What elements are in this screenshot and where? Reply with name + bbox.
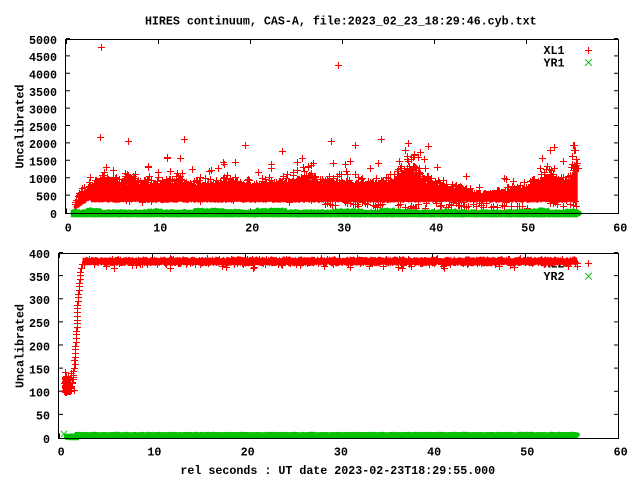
- svg-text:30: 30: [337, 222, 351, 236]
- svg-text:Uncalibrated: Uncalibrated: [14, 85, 28, 169]
- svg-text:350: 350: [29, 271, 50, 285]
- svg-text:60: 60: [614, 445, 628, 459]
- svg-text:0: 0: [50, 208, 57, 222]
- svg-text:60: 60: [613, 222, 627, 236]
- svg-text:5000: 5000: [29, 34, 57, 48]
- svg-text:1500: 1500: [29, 156, 57, 170]
- svg-text:4000: 4000: [29, 69, 57, 83]
- svg-text:3500: 3500: [29, 86, 57, 100]
- svg-text:50: 50: [520, 445, 534, 459]
- svg-text:0: 0: [58, 445, 65, 459]
- svg-text:YR2: YR2: [544, 270, 565, 284]
- svg-text:XL1: XL1: [544, 44, 565, 58]
- svg-text:2500: 2500: [29, 121, 57, 135]
- svg-text:0: 0: [43, 433, 50, 447]
- svg-text:500: 500: [36, 190, 57, 204]
- svg-text:30: 30: [334, 445, 348, 459]
- svg-text:100: 100: [29, 387, 50, 401]
- svg-text:Uncalibrated: Uncalibrated: [14, 304, 28, 388]
- svg-text:20: 20: [245, 222, 259, 236]
- svg-text:300: 300: [29, 294, 50, 308]
- svg-text:200: 200: [29, 340, 50, 354]
- svg-text:50: 50: [521, 222, 535, 236]
- svg-text:400: 400: [29, 248, 50, 262]
- svg-text:0: 0: [65, 222, 72, 236]
- svg-text:4500: 4500: [29, 51, 57, 65]
- svg-text:250: 250: [29, 317, 50, 331]
- svg-text:20: 20: [241, 445, 255, 459]
- svg-text:40: 40: [429, 222, 443, 236]
- svg-text:HIRES continuum, CAS-A, file:2: HIRES continuum, CAS-A, file:2023_02_23_…: [145, 15, 537, 29]
- svg-text:YR1: YR1: [544, 56, 565, 70]
- svg-text:rel seconds : UT date 2023-02-: rel seconds : UT date 2023-02-23T18:29:5…: [180, 464, 495, 478]
- svg-text:150: 150: [29, 363, 50, 377]
- svg-text:3000: 3000: [29, 103, 57, 117]
- svg-text:50: 50: [36, 410, 50, 424]
- svg-text:10: 10: [153, 222, 167, 236]
- svg-text:1000: 1000: [29, 173, 57, 187]
- svg-text:10: 10: [147, 445, 161, 459]
- svg-text:2000: 2000: [29, 138, 57, 152]
- svg-text:40: 40: [427, 445, 441, 459]
